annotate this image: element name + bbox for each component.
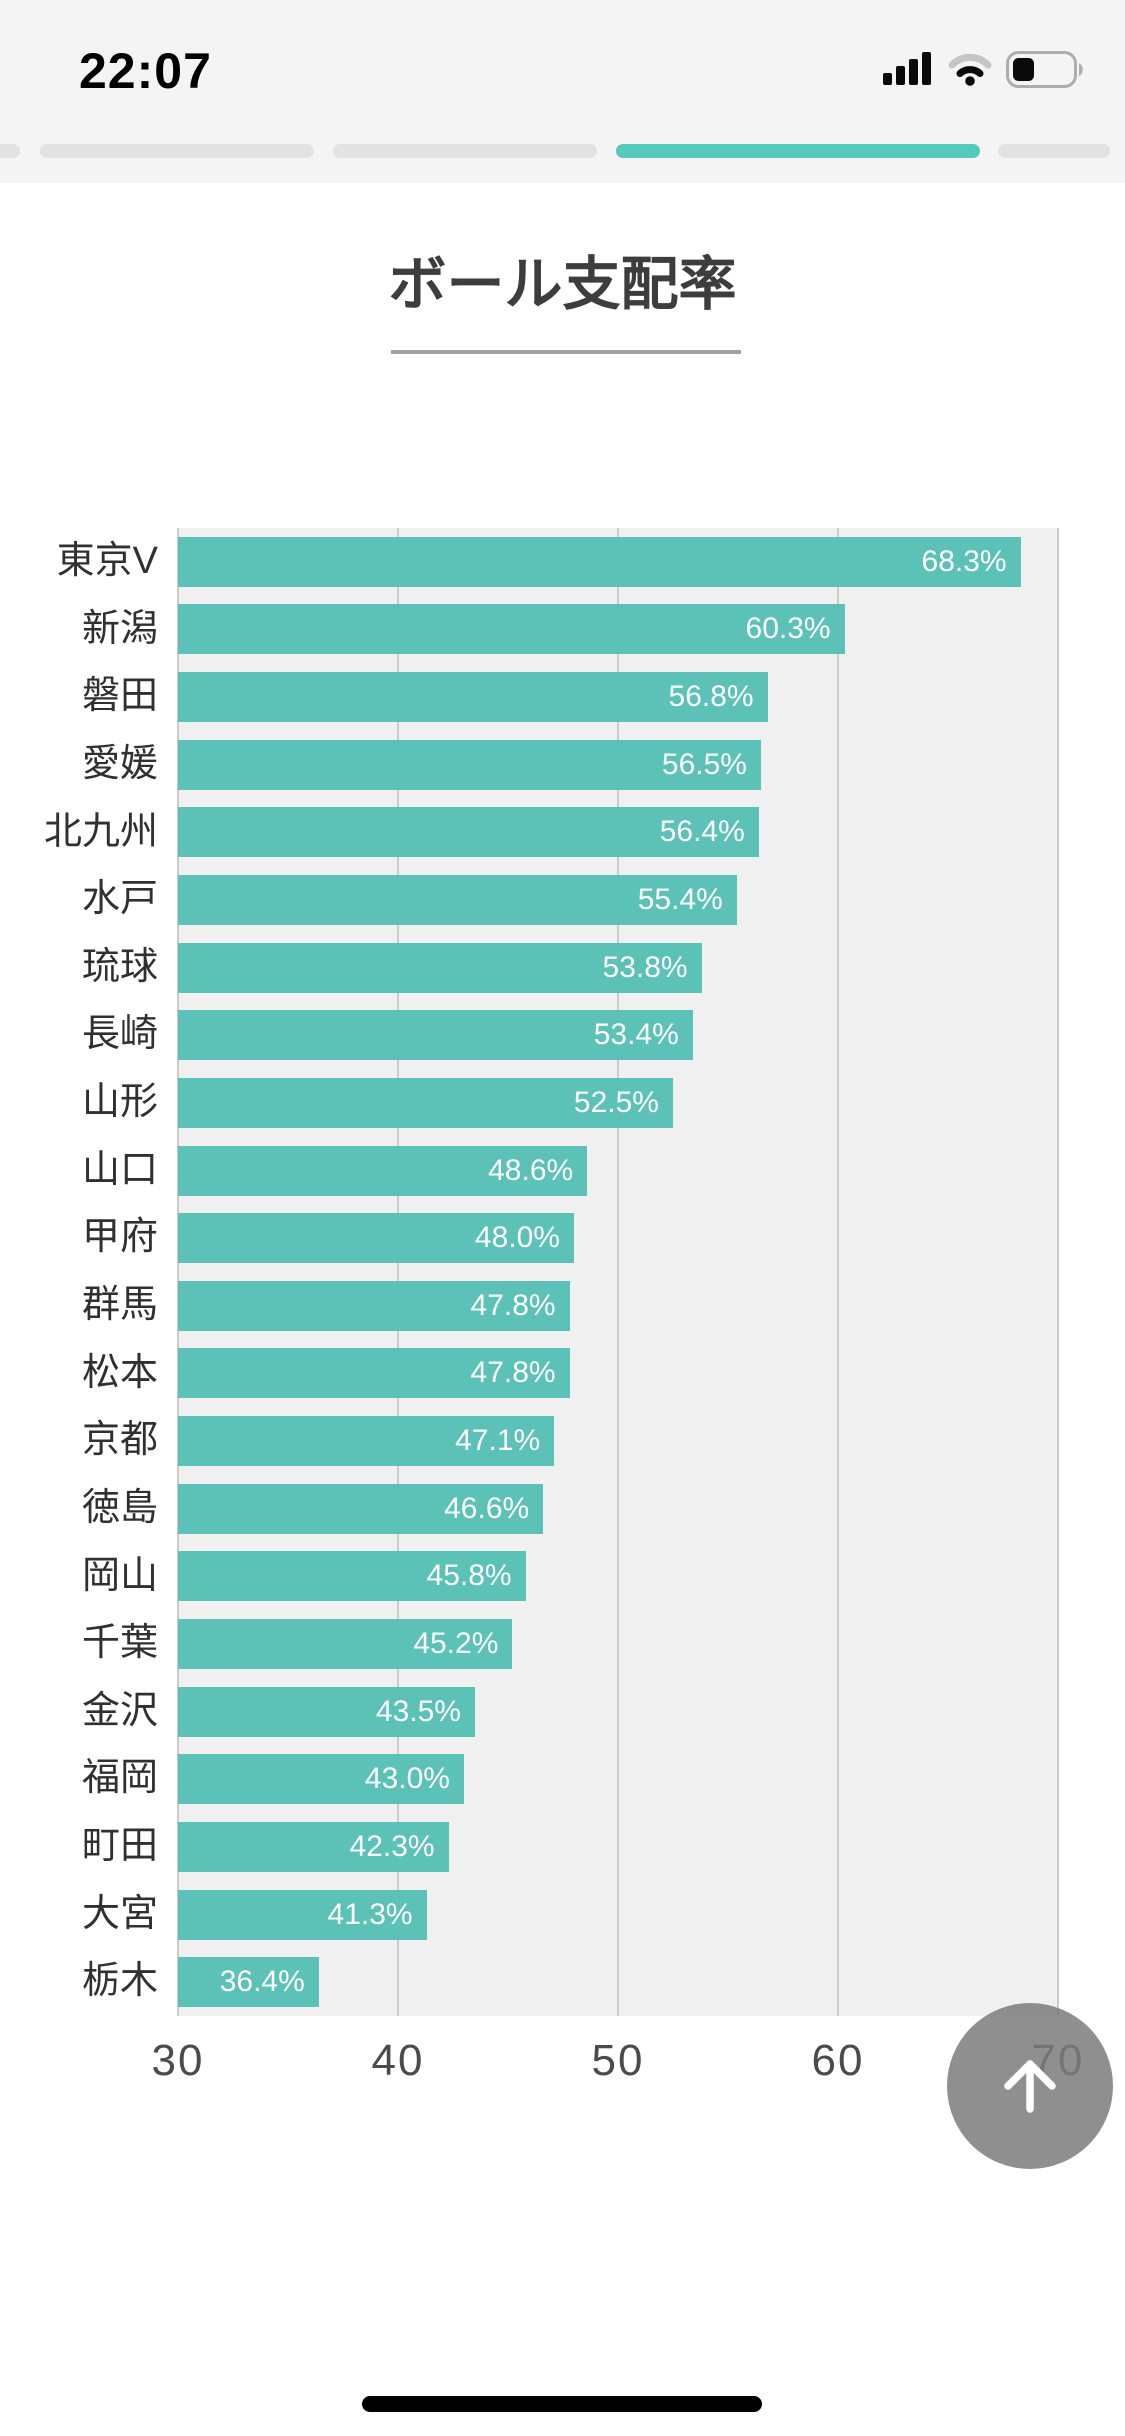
team-label: 甲府	[81, 1216, 158, 1259]
team-label: 長崎	[81, 1013, 158, 1056]
bar: 45.2%	[178, 1619, 513, 1669]
team-label: 東京V	[56, 540, 158, 582]
page-indicator-segment[interactable]	[333, 144, 597, 158]
team-label: 町田	[81, 1825, 158, 1868]
bar: 43.5%	[178, 1686, 475, 1737]
bar-value-label: 47.1%	[455, 1424, 541, 1458]
team-label: 徳島	[81, 1486, 158, 1529]
bar: 68.3%	[178, 536, 1021, 587]
x-axis-tick-label: 40	[371, 2036, 425, 2085]
bar: 43.0%	[178, 1754, 464, 1805]
bar: 47.8%	[178, 1280, 570, 1331]
bar-value-label: 45.8%	[426, 1559, 512, 1593]
bar: 53.8%	[178, 942, 702, 993]
team-label: 群馬	[81, 1284, 158, 1326]
bar: 42.3%	[178, 1821, 449, 1872]
page-indicator-segment[interactable]	[0, 144, 20, 158]
bar-value-label: 60.3%	[745, 612, 831, 646]
team-label: 栃木	[81, 1960, 158, 2003]
team-label: 新潟	[81, 607, 158, 650]
team-label: 千葉	[81, 1622, 158, 1665]
cellular-signal-icon	[883, 52, 931, 85]
scroll-to-top-button[interactable]	[947, 2003, 1113, 2169]
bar: 48.0%	[178, 1213, 574, 1264]
bar-value-label: 36.4%	[219, 1965, 305, 1999]
battery-icon	[1006, 51, 1083, 88]
bar: 52.5%	[178, 1077, 673, 1128]
team-label: 大宮	[81, 1892, 158, 1935]
team-label: 愛媛	[81, 742, 158, 785]
bar-value-label: 52.5%	[573, 1085, 659, 1119]
bar-value-label: 55.4%	[637, 883, 723, 916]
wifi-icon	[948, 53, 992, 86]
page-indicator-segment[interactable]	[40, 144, 314, 158]
bar: 60.3%	[178, 604, 845, 655]
bar-value-label: 56.8%	[668, 680, 754, 714]
bar-value-label: 47.8%	[470, 1288, 556, 1322]
bar-value-label: 42.3%	[349, 1829, 435, 1863]
home-indicator[interactable]	[362, 2396, 762, 2412]
gridline-x-60	[837, 528, 839, 2016]
bar: 56.4%	[178, 807, 759, 858]
team-label: 山口	[81, 1148, 158, 1191]
gridline-x-50	[617, 528, 619, 2016]
page-indicator-segment[interactable]	[998, 144, 1110, 158]
team-label: 磐田	[81, 675, 158, 718]
bar: 41.3%	[178, 1889, 427, 1940]
bar-value-label: 45.2%	[413, 1627, 499, 1660]
gridline-x-70	[1057, 528, 1059, 2016]
page-title: ボール支配率	[388, 252, 737, 317]
team-label: 金沢	[81, 1689, 158, 1732]
bar-value-label: 53.4%	[593, 1018, 679, 1052]
team-label: 北九州	[43, 810, 158, 853]
bar-value-label: 47.8%	[470, 1356, 556, 1390]
bar: 53.4%	[178, 1010, 693, 1061]
gridline-x-30	[177, 528, 179, 2016]
title-underline	[391, 350, 741, 354]
bar: 45.8%	[178, 1551, 526, 1602]
bar-value-label: 56.5%	[661, 747, 747, 781]
bar-value-label: 68.3%	[921, 544, 1007, 578]
team-label: 山形	[81, 1081, 158, 1124]
bar: 48.6%	[178, 1145, 588, 1196]
bar-value-label: 48.0%	[474, 1221, 560, 1255]
team-label: 福岡	[81, 1757, 158, 1800]
bar: 56.5%	[178, 739, 761, 790]
team-label: 岡山	[81, 1554, 158, 1597]
x-axis-tick-label: 60	[811, 2036, 865, 2085]
bar-value-label: 41.3%	[327, 1897, 413, 1931]
bar: 56.8%	[178, 672, 768, 723]
bar-value-label: 43.0%	[364, 1762, 450, 1796]
gridline-x-40	[397, 528, 399, 2016]
bar-value-label: 46.6%	[444, 1491, 530, 1525]
team-label: 京都	[81, 1419, 158, 1462]
bar: 47.8%	[178, 1348, 570, 1399]
bar-value-label: 48.6%	[488, 1153, 574, 1187]
page-indicator	[0, 144, 1125, 158]
team-label: 琉球	[81, 945, 158, 988]
team-label: 水戸	[81, 878, 158, 921]
bar-value-label: 56.4%	[659, 815, 745, 849]
bar-value-label: 53.8%	[602, 950, 688, 984]
bar: 47.1%	[178, 1416, 555, 1467]
status-bar-time: 22:07	[79, 43, 212, 99]
arrow-up-icon	[1004, 2060, 1056, 2113]
bar-value-label: 43.5%	[375, 1694, 461, 1728]
team-label: 松本	[81, 1351, 158, 1394]
page-indicator-segment-active[interactable]	[616, 144, 980, 158]
bar: 55.4%	[178, 875, 737, 925]
x-axis-tick-label: 30	[151, 2036, 205, 2085]
bar: 36.4%	[178, 1957, 319, 2008]
bar: 46.6%	[178, 1483, 544, 1534]
x-axis-tick-label: 50	[591, 2036, 645, 2085]
